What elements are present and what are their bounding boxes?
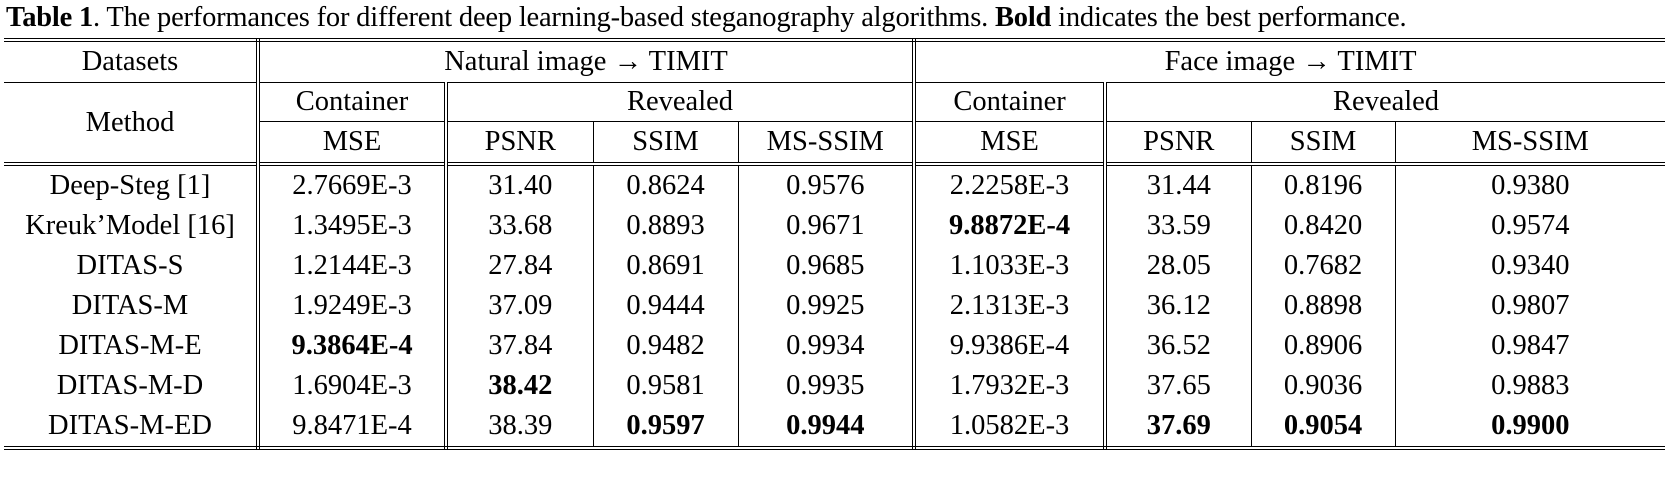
method-cell: DITAS-M — [4, 286, 260, 326]
mse-natural-cell: 1.2144E-3 — [258, 246, 448, 286]
ssim-face-cell: 0.8906 — [1251, 326, 1396, 366]
container-header-face: Container — [914, 82, 1108, 122]
psnr-header-face: PSNR — [1105, 121, 1252, 164]
ssim-face-cell: 0.8898 — [1251, 286, 1396, 326]
revealed-header-face: Revealed — [1105, 82, 1666, 122]
ssim-natural-cell: 0.9597 — [593, 406, 739, 450]
msssim-natural-cell: 0.9576 — [738, 162, 917, 206]
mse-natural-cell: 2.7669E-3 — [258, 162, 448, 206]
mse-face-cell: 2.2258E-3 — [914, 162, 1108, 206]
group-natural-header: Natural image → TIMIT — [258, 38, 917, 83]
mse-face-cell: 1.0582E-3 — [914, 406, 1108, 450]
table-row: DITAS-M-E 9.3864E-4 37.84 0.9482 0.9934 9.938… — [4, 326, 1665, 366]
psnr-face-cell: 37.65 — [1105, 366, 1252, 406]
psnr-natural-cell: 38.39 — [446, 406, 594, 450]
mse-face-cell: 1.7932E-3 — [914, 366, 1108, 406]
mse-face-cell: 1.1033E-3 — [914, 246, 1108, 286]
psnr-face-cell: 33.59 — [1105, 206, 1252, 246]
ssim-header-natural: SSIM — [593, 121, 739, 164]
msssim-natural-cell: 0.9934 — [738, 326, 917, 366]
ssim-header-face: SSIM — [1251, 121, 1396, 164]
revealed-header-natural: Revealed — [446, 82, 917, 122]
psnr-natural-cell: 33.68 — [446, 206, 594, 246]
table-row: Deep-Steg [1] 2.7669E-3 31.40 0.8624 0.9576 2… — [4, 162, 1666, 206]
table-body: Datasets Natural image → TIMIT Face imag… — [4, 38, 1666, 450]
mse-natural-cell: 9.3864E-4 — [258, 326, 448, 366]
msssim-natural-cell: 0.9671 — [738, 206, 917, 246]
msssim-header-face: MS-SSIM — [1395, 121, 1666, 164]
table-row: DITAS-M-ED 9.8471E-4 38.39 0.9597 0.9944 1.05… — [4, 406, 1666, 450]
ssim-natural-cell: 0.8691 — [593, 246, 739, 286]
method-cell: DITAS-M-D — [4, 366, 260, 406]
msssim-face-cell: 0.9883 — [1491, 370, 1570, 401]
group-face-header: Face image → TIMIT — [914, 38, 1666, 83]
ssim-natural-cell: 0.9444 — [593, 286, 739, 326]
msssim-natural-cell: 0.9925 — [738, 286, 917, 326]
msssim-face-cell: 0.9340 — [1491, 250, 1570, 281]
method-cell: DITAS-M-ED — [4, 406, 260, 450]
psnr-face-cell: 31.44 — [1105, 162, 1252, 206]
ssim-natural-cell: 0.9482 — [593, 326, 739, 366]
msssim-face-cell: 0.9900 — [1395, 406, 1666, 450]
psnr-face-cell: 28.05 — [1105, 246, 1252, 286]
table-row: DITAS-S 1.2144E-3 27.84 0.8691 0.9685 1.1033E… — [4, 246, 1665, 286]
ssim-face-cell: 0.8196 — [1251, 162, 1396, 206]
psnr-face-cell: 37.69 — [1105, 406, 1252, 450]
header-row-container-revealed: Method Container Revealed Container Reve… — [4, 82, 1666, 164]
method-cell: DITAS-M-E — [4, 326, 260, 366]
ssim-face-cell: 0.8420 — [1251, 206, 1396, 246]
method-header: Method — [4, 82, 260, 164]
method-cell: DITAS-S — [4, 246, 260, 286]
psnr-natural-cell: 38.42 — [446, 366, 594, 406]
mse-face-cell: 9.9386E-4 — [914, 326, 1108, 366]
msssim-face-cell: 0.9807 — [1491, 290, 1570, 321]
header-row-metrics: MSE PSNR SSIM MS-SSIM MSE PSNR SSIM MS-S… — [4, 121, 1666, 164]
caption-text: . The performances for different deep le… — [93, 2, 995, 33]
header-row-datasets: Datasets Natural image → TIMIT Face imag… — [4, 38, 1666, 83]
mse-natural-cell: 1.3495E-3 — [258, 206, 448, 246]
ssim-face-cell: 0.9054 — [1251, 406, 1396, 450]
psnr-header-natural: PSNR — [446, 121, 594, 164]
caption-text-end: indicates the best performance. — [1051, 2, 1407, 33]
results-table: Datasets Natural image → TIMIT Face imag… — [4, 38, 1666, 450]
msssim-face-cell: 0.9380 — [1395, 162, 1666, 206]
datasets-header: Datasets — [4, 38, 260, 83]
ssim-face-cell: 0.7682 — [1251, 246, 1396, 286]
mse-face-cell: 9.8872E-4 — [914, 206, 1108, 246]
caption-bold-word: Bold — [994, 2, 1052, 33]
ssim-natural-cell: 0.8893 — [593, 206, 739, 246]
msssim-face-cell: 0.9847 — [1491, 330, 1570, 361]
msssim-natural-cell: 0.9944 — [738, 406, 917, 450]
table-caption: Table 1. The performances for different … — [6, 2, 1666, 34]
msssim-face-cell: 0.9574 — [1491, 210, 1570, 241]
container-header-natural: Container — [258, 82, 448, 122]
msssim-natural-cell: 0.9685 — [738, 246, 917, 286]
psnr-face-cell: 36.52 — [1105, 326, 1252, 366]
table-row: DITAS-M-D 1.6904E-3 38.42 0.9581 0.9935 1.793… — [4, 366, 1665, 406]
ssim-natural-cell: 0.8624 — [593, 162, 739, 206]
mse-natural-cell: 9.8471E-4 — [258, 406, 448, 450]
msssim-header-natural: MS-SSIM — [738, 121, 917, 164]
mse-header-face: MSE — [914, 121, 1108, 164]
caption-label: Table 1 — [6, 2, 94, 33]
table-row: DITAS-M 1.9249E-3 37.09 0.9444 0.9925 2.1313E… — [4, 286, 1665, 326]
psnr-natural-cell: 37.84 — [446, 326, 594, 366]
mse-natural-cell: 1.9249E-3 — [258, 286, 448, 326]
table-row: Kreuk’Model [16] 1.3495E-3 33.68 0.8893 0.96… — [4, 206, 1665, 246]
ssim-face-cell: 0.9036 — [1251, 366, 1396, 406]
method-cell: Deep-Steg [1] — [4, 162, 260, 206]
mse-natural-cell: 1.6904E-3 — [258, 366, 448, 406]
method-cell: Kreuk’Model [16] — [4, 206, 260, 246]
psnr-natural-cell: 37.09 — [446, 286, 594, 326]
ssim-natural-cell: 0.9581 — [593, 366, 739, 406]
psnr-natural-cell: 31.40 — [446, 162, 594, 206]
mse-face-cell: 2.1313E-3 — [914, 286, 1108, 326]
msssim-natural-cell: 0.9935 — [738, 366, 917, 406]
psnr-face-cell: 36.12 — [1105, 286, 1252, 326]
mse-header-natural: MSE — [258, 121, 448, 164]
psnr-natural-cell: 27.84 — [446, 246, 594, 286]
